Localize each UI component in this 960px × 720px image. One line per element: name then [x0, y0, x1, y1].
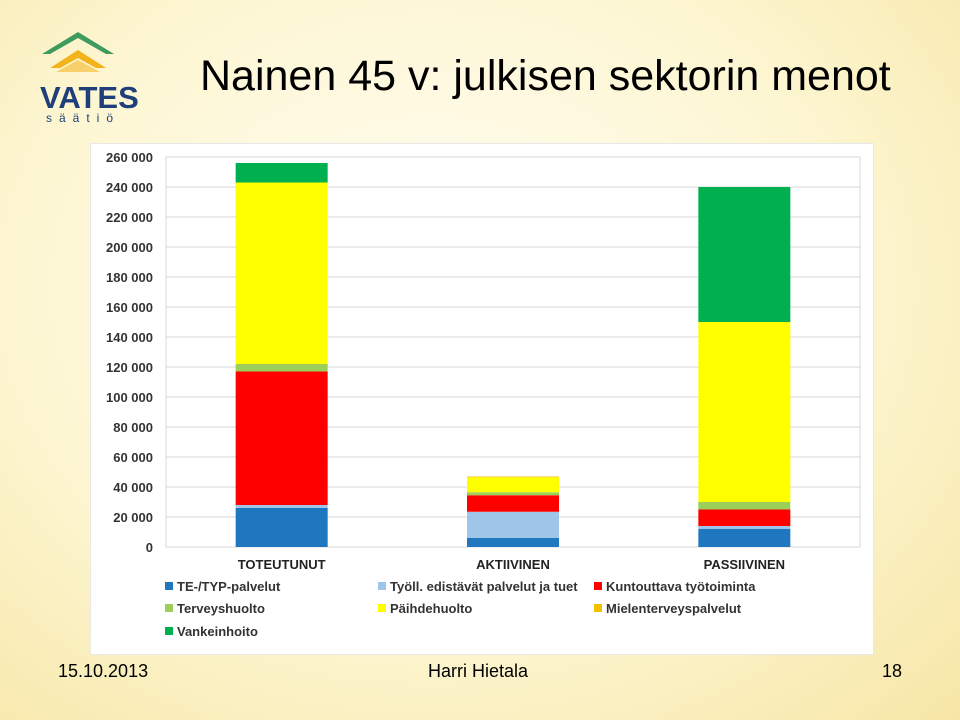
- slide-title: Nainen 45 v: julkisen sektorin menot: [200, 52, 891, 100]
- bar-segment: [235, 505, 328, 508]
- bar-segment: [467, 477, 559, 493]
- y-tick-label: 120 000: [106, 360, 153, 375]
- bar-segment: [235, 364, 328, 372]
- y-tick-label: 160 000: [106, 300, 153, 315]
- x-tick-label: TOTEUTUNUT: [238, 557, 326, 572]
- legend-swatch: [378, 582, 386, 590]
- legend-label: Terveyshuolto: [177, 601, 265, 616]
- y-tick-label: 220 000: [106, 210, 153, 225]
- y-tick-label: 180 000: [106, 270, 153, 285]
- logo-name: VATES: [40, 80, 139, 115]
- y-tick-label: 100 000: [106, 390, 153, 405]
- bar-segment: [235, 182, 328, 364]
- legend-swatch: [165, 627, 173, 635]
- y-tick-label: 20 000: [113, 510, 153, 525]
- logo-roof-band: [56, 60, 100, 72]
- legend-label: Kuntouttava työtoiminta: [606, 579, 756, 594]
- legend-swatch: [594, 604, 602, 612]
- y-tick-label: 60 000: [113, 450, 153, 465]
- vates-logo: [42, 32, 114, 72]
- logo-roof-yellow: [50, 50, 106, 68]
- bar-segment: [698, 187, 791, 322]
- legend-label: Päihdehuolto: [390, 601, 472, 616]
- legend-swatch: [594, 582, 602, 590]
- bar-segment: [698, 529, 791, 547]
- bar-segment: [235, 371, 328, 505]
- footer-date: 15.10.2013: [58, 661, 149, 681]
- logo-subtitle: säätiö: [46, 111, 121, 125]
- legend-swatch: [165, 582, 173, 590]
- bar-segment: [467, 495, 559, 512]
- legend-swatch: [165, 604, 173, 612]
- bar-segment: [698, 502, 791, 510]
- chart-container: 0 20 000 40 000 60 000 80 000 100 000 120 000 1…: [91, 144, 873, 654]
- y-tick-label: 80 000: [113, 420, 153, 435]
- bar-segment: [698, 526, 791, 529]
- bar-segment: [235, 163, 328, 183]
- bar-segment: [698, 322, 791, 502]
- legend-label: TE-/TYP-palvelut: [177, 579, 281, 594]
- y-tick-label: 40 000: [113, 480, 153, 495]
- bar-segment: [698, 509, 791, 526]
- bar-segment: [235, 508, 328, 547]
- footer-author: Harri Hietala: [428, 661, 529, 681]
- page-number: 18: [882, 661, 903, 681]
- bar-segment: [467, 538, 559, 547]
- y-tick-label: 140 000: [106, 330, 153, 345]
- y-tick-label: 200 000: [106, 240, 153, 255]
- y-tick-label: 260 000: [106, 150, 153, 165]
- legend-swatch: [378, 604, 386, 612]
- logo-roof-green: [42, 32, 114, 54]
- bar-segment: [467, 476, 559, 478]
- y-tick-label: 0: [146, 540, 153, 555]
- legend-label: Vankeinhoito: [177, 624, 258, 639]
- legend-label: Mielenterveyspalvelut: [606, 601, 742, 616]
- x-tick-label: PASSIIVINEN: [704, 557, 785, 572]
- bar-segment: [467, 511, 559, 538]
- stacked-bar-chart: 0 20 000 40 000 60 000 80 000 100 000 120 000 1…: [106, 150, 861, 639]
- x-tick-label: AKTIIVINEN: [476, 557, 550, 572]
- y-tick-label: 240 000: [106, 180, 153, 195]
- bar-segment: [467, 492, 559, 496]
- legend-label: Työll. edistävät palvelut ja tuet: [390, 579, 578, 594]
